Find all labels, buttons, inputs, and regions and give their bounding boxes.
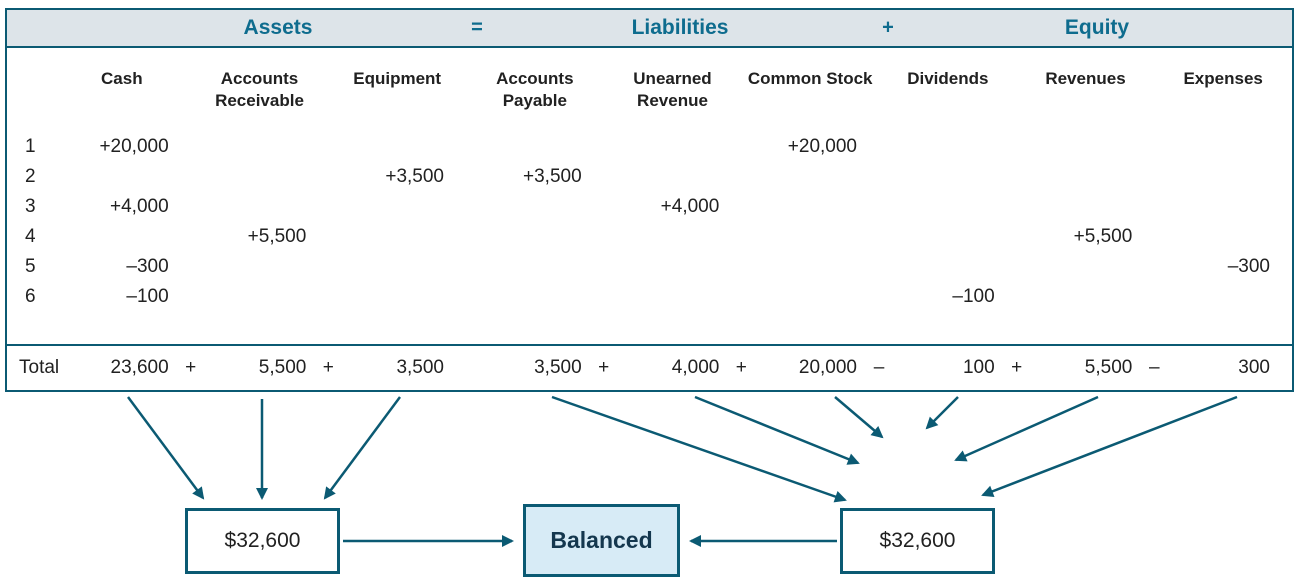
transaction-row: 1 +20,000 +20,000: [7, 132, 1292, 162]
column-header-equipment: Equipment: [353, 69, 442, 88]
transaction-cell: –300: [126, 256, 169, 277]
liabilities-equity-total-value: $32,600: [879, 529, 956, 552]
total-unearned-revenue: 4,000 +: [604, 357, 747, 379]
transaction-cell: –300: [1227, 256, 1270, 277]
total-accounts-receivable: 5,500 +: [191, 357, 334, 379]
column-header-dividends: Dividends: [907, 69, 989, 88]
transaction-cell: +20,000: [99, 136, 169, 157]
total-value: 4,000: [671, 357, 720, 378]
liabilities-heading: Liabilities: [631, 16, 729, 39]
plus-sign: +: [882, 16, 894, 39]
assets-heading: Assets: [243, 16, 313, 39]
total-value: 5,500: [258, 357, 307, 378]
arrow-payable-to-liab-equity-total: [551, 395, 847, 503]
transaction-row: 3 +4,000 +4,000: [7, 192, 1292, 222]
arrow-cash-to-assets-total: [126, 396, 205, 500]
row-number: 4: [25, 226, 36, 247]
transaction-cell: +4,000: [110, 196, 169, 217]
transaction-row: 4 +5,500 +5,500: [7, 222, 1292, 252]
column-header-row: Cash Accounts Receivable Equipment Accou…: [7, 68, 1292, 126]
total-cash: 23,600 +: [53, 357, 197, 379]
total-value: 5,500: [1084, 357, 1133, 378]
transaction-cell: +5,500: [1073, 226, 1133, 247]
equity-heading: Equity: [1064, 16, 1130, 39]
total-value: 100: [962, 357, 995, 378]
arrow-common-stock-to-liab-equity-total: [834, 396, 884, 439]
total-revenues: 5,500 –: [1017, 357, 1160, 379]
transaction-cell: +3,500: [523, 166, 582, 187]
transaction-cell: +4,000: [660, 196, 720, 217]
balanced-label: Balanced: [550, 527, 653, 553]
arrow-equipment-to-assets-total: [323, 396, 402, 500]
row-number: 3: [25, 196, 36, 217]
transaction-row: 6 –100 –100: [7, 282, 1292, 312]
column-header-accounts-receivable: Accounts Receivable: [215, 69, 304, 111]
total-expenses: 300: [1154, 357, 1292, 379]
arrow-dividends-to-liab-equity-total: [925, 396, 959, 430]
total-equipment: 3,500: [328, 357, 466, 379]
transaction-cell: –100: [126, 286, 169, 307]
row-number: 5: [25, 256, 36, 277]
arrow-unearned-to-liab-equity-total: [694, 395, 860, 465]
totals-row: Total 23,600 + 5,500 + 3,500 3,500 + 4,0…: [5, 344, 1294, 392]
total-value: 3,500: [534, 357, 582, 378]
transaction-cell: +20,000: [787, 136, 857, 157]
row-number: 1: [25, 136, 36, 157]
column-header-cash: Cash: [101, 69, 143, 88]
arrow-revenues-to-liab-equity-total: [954, 395, 1099, 462]
column-header-unearned-revenue: Unearned Revenue: [633, 69, 712, 111]
transactions-table: Cash Accounts Receivable Equipment Accou…: [5, 46, 1294, 346]
total-label: Total: [19, 357, 60, 378]
transaction-row: 2 +3,500 +3,500: [7, 162, 1292, 192]
total-operator: +: [185, 357, 197, 378]
balanced-box: Balanced: [523, 504, 680, 577]
transaction-cell: –100: [952, 286, 995, 307]
assets-total-box: $32,600: [185, 508, 340, 574]
row-number: 2: [25, 166, 36, 187]
total-accounts-payable: 3,500 +: [466, 357, 609, 379]
column-header-accounts-payable: Accounts Payable: [496, 69, 574, 111]
liabilities-equity-total-box: $32,600: [840, 508, 995, 574]
total-value: 300: [1238, 357, 1270, 378]
total-value: 23,600: [110, 357, 169, 378]
total-value: 20,000: [798, 357, 857, 378]
column-header-common-stock: Common Stock: [747, 69, 873, 88]
total-common-stock: 20,000 –: [741, 357, 884, 379]
transaction-cell: +3,500: [385, 166, 444, 187]
total-operator: –: [1149, 357, 1160, 378]
transaction-cell: +5,500: [247, 226, 307, 247]
column-header-revenues: Revenues: [1045, 69, 1126, 88]
total-operator: +: [598, 357, 610, 378]
assets-total-value: $32,600: [224, 529, 301, 552]
total-dividends: 100 +: [879, 357, 1022, 379]
total-operator: +: [322, 357, 334, 378]
column-header-expenses: Expenses: [1183, 69, 1263, 88]
transaction-row: 5 –300 –300: [7, 252, 1292, 282]
arrow-expenses-to-liab-equity-total: [981, 395, 1238, 497]
total-value: 3,500: [396, 357, 444, 378]
total-operator: +: [1011, 357, 1023, 378]
equation-header-bar: Assets = Liabilities + Equity: [5, 8, 1294, 48]
total-operator: +: [735, 357, 747, 378]
row-number: 6: [25, 286, 36, 307]
equals-sign: =: [471, 16, 483, 39]
total-operator: –: [873, 357, 885, 378]
